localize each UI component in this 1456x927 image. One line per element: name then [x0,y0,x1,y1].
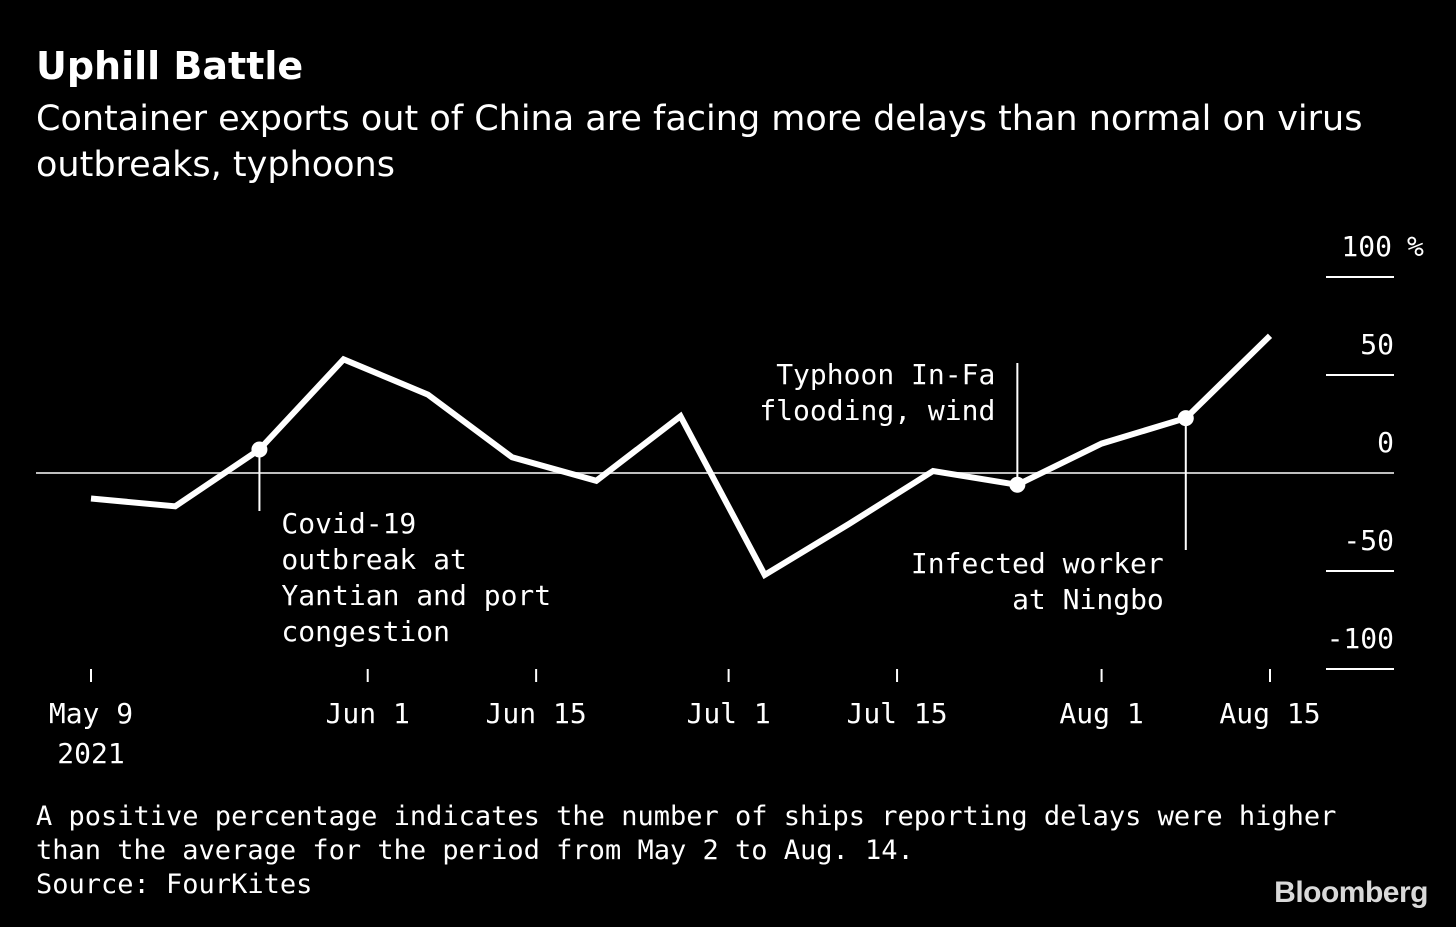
x-tick-sublabel-0: 2021 [57,737,124,770]
bloomberg-logo: Bloomberg [1274,876,1428,909]
annotation-marker-0 [251,441,268,458]
y-tick-label-2: 0 [1377,426,1394,459]
x-tick-label-0: May 9 [49,697,133,730]
chart-subtitle: Container exports out of China are facin… [36,99,1363,185]
annotation-0-line-2: Yantian and port [281,579,551,612]
annotation-0-line-1: outbreak at [281,543,466,576]
annotation-2-line-0: Infected worker [911,547,1164,580]
x-tick-label-3: Jul 1 [686,697,770,730]
annotation-marker-1 [1009,476,1026,493]
y-tick-label-4: -100 [1327,622,1394,655]
y-axis: 100 % 50 0 -50 -100 [1326,230,1424,670]
y-tick-label-3: -50 [1343,524,1394,557]
x-axis: May 9 2021 Jun 1 Jun 15 Jul 1 Jul 15 Aug 1 Aug … [49,669,1321,770]
source-note: Source: FourKites [36,869,313,900]
annotation-0-line-0: Covid-19 [281,507,416,540]
y-tick-label-1: 50 [1360,328,1394,361]
annotation-1-line-1: flooding, wind [759,394,995,427]
y-unit-label: % [1407,230,1424,263]
y-tick-label-0: 100 [1341,230,1392,263]
line-chart: 100 % 50 0 -50 -100 May 9 2021 Jun 1 Jun 15 Jul 1… [36,230,1424,770]
annotation-2-line-1: at Ningbo [1012,583,1164,616]
x-tick-label-4: Jul 15 [846,697,947,730]
footnote: A positive percentage indicates the numb… [36,800,1336,902]
footnote-line-2: than the average for the period from May… [36,835,914,866]
series-line [90,333,1273,580]
x-tick-label-1: Jun 1 [326,697,410,730]
annotation-0-line-3: congestion [281,615,450,648]
x-tick-label-2: Jun 15 [486,697,587,730]
annotation-markers [251,410,1194,493]
x-tick-label-6: Aug 15 [1219,697,1320,730]
chart-title: Uphill Battle [36,44,304,88]
x-tick-label-5: Aug 1 [1059,697,1143,730]
annotation-1-line-0: Typhoon In-Fa [776,358,995,391]
annotation-marker-2 [1177,410,1194,427]
footnote-line-1: A positive percentage indicates the numb… [36,801,1337,832]
